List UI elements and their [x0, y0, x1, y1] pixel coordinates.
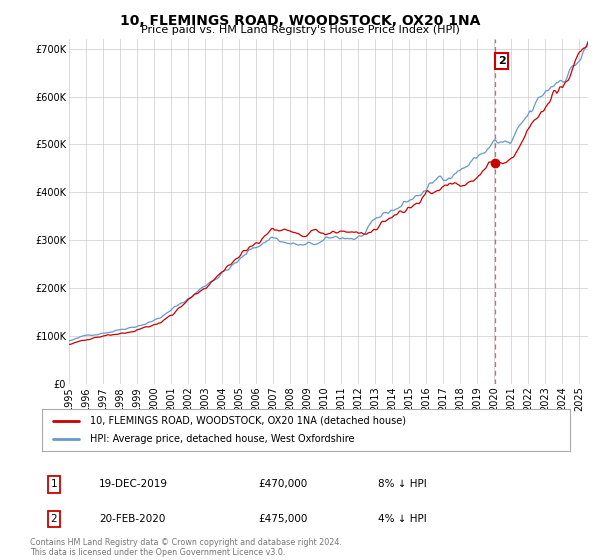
Text: 2: 2: [50, 514, 58, 524]
Text: 4% ↓ HPI: 4% ↓ HPI: [378, 514, 427, 524]
Text: 19-DEC-2019: 19-DEC-2019: [99, 479, 168, 489]
Text: £475,000: £475,000: [258, 514, 307, 524]
Text: 10, FLEMINGS ROAD, WOODSTOCK, OX20 1NA (detached house): 10, FLEMINGS ROAD, WOODSTOCK, OX20 1NA (…: [89, 416, 406, 426]
Text: 10, FLEMINGS ROAD, WOODSTOCK, OX20 1NA: 10, FLEMINGS ROAD, WOODSTOCK, OX20 1NA: [120, 14, 480, 28]
Text: Contains HM Land Registry data © Crown copyright and database right 2024.
This d: Contains HM Land Registry data © Crown c…: [30, 538, 342, 557]
Text: 20-FEB-2020: 20-FEB-2020: [99, 514, 166, 524]
Text: 8% ↓ HPI: 8% ↓ HPI: [378, 479, 427, 489]
Text: £470,000: £470,000: [258, 479, 307, 489]
Text: 1: 1: [50, 479, 58, 489]
Text: HPI: Average price, detached house, West Oxfordshire: HPI: Average price, detached house, West…: [89, 434, 354, 444]
Text: 2: 2: [498, 56, 506, 66]
Text: Price paid vs. HM Land Registry's House Price Index (HPI): Price paid vs. HM Land Registry's House …: [140, 25, 460, 35]
